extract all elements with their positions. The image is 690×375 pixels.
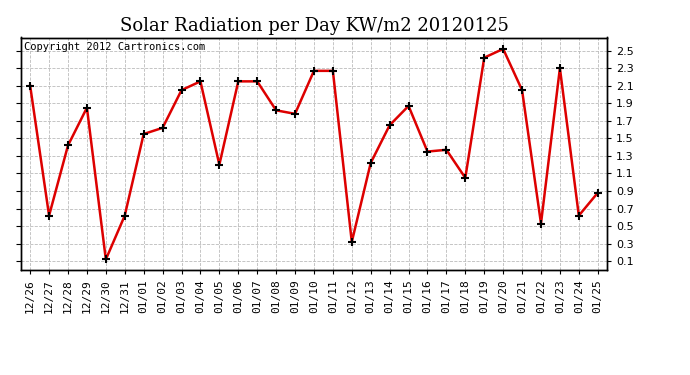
Title: Solar Radiation per Day KW/m2 20120125: Solar Radiation per Day KW/m2 20120125 — [119, 16, 509, 34]
Text: Copyright 2012 Cartronics.com: Copyright 2012 Cartronics.com — [23, 42, 205, 52]
